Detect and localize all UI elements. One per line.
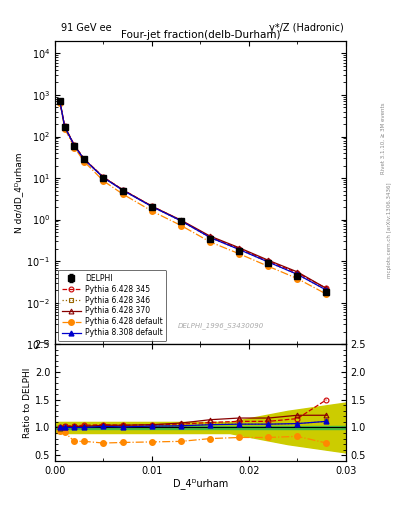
Pythia 6.428 default [266, 263, 271, 269]
Line: Pythia 6.428 370: Pythia 6.428 370 [57, 99, 329, 291]
Line: Pythia 6.428 default: Pythia 6.428 default [57, 100, 329, 297]
Pythia 6.428 346 [121, 187, 125, 193]
Pythia 6.428 345 [82, 156, 86, 162]
Pythia 6.428 345 [324, 285, 329, 291]
X-axis label: D_4ᴰurham: D_4ᴰurham [173, 478, 228, 489]
Pythia 8.308 default [72, 143, 77, 149]
Y-axis label: Ratio to DELPHI: Ratio to DELPHI [23, 367, 32, 438]
Pythia 6.428 346 [237, 246, 242, 252]
Pythia 6.428 346 [82, 156, 86, 162]
Line: Pythia 6.428 345: Pythia 6.428 345 [57, 98, 329, 291]
Text: mcplots.cern.ch [arXiv:1306.3436]: mcplots.cern.ch [arXiv:1306.3436] [387, 183, 391, 278]
Pythia 6.428 default [208, 239, 213, 245]
Pythia 6.428 default [121, 191, 125, 197]
Pythia 6.428 default [101, 178, 106, 184]
Pythia 8.308 default [101, 175, 106, 181]
Pythia 6.428 370 [179, 217, 184, 223]
Pythia 8.308 default [295, 271, 300, 278]
Pythia 6.428 345 [150, 203, 154, 209]
Pythia 6.428 default [324, 291, 329, 297]
Pythia 8.308 default [57, 98, 62, 104]
Pythia 6.428 345 [62, 123, 67, 130]
Pythia 8.308 default [266, 259, 271, 265]
Pythia 8.308 default [62, 124, 67, 130]
Pythia 6.428 346 [208, 234, 213, 241]
Pythia 6.428 345 [295, 270, 300, 276]
Pythia 6.428 default [82, 158, 86, 164]
Pythia 6.428 370 [295, 269, 300, 275]
Pythia 6.428 346 [101, 175, 106, 181]
Pythia 6.428 346 [62, 123, 67, 130]
Pythia 6.428 346 [57, 98, 62, 104]
Line: Pythia 6.428 346: Pythia 6.428 346 [57, 99, 329, 292]
Pythia 8.308 default [150, 204, 154, 210]
Pythia 8.308 default [179, 218, 184, 224]
Pythia 8.308 default [324, 287, 329, 293]
Pythia 6.428 345 [237, 246, 242, 252]
Pythia 8.308 default [82, 156, 86, 162]
Pythia 6.428 345 [266, 258, 271, 264]
Pythia 6.428 default [72, 144, 77, 151]
Pythia 6.428 370 [208, 233, 213, 239]
Pythia 6.428 346 [295, 271, 300, 278]
Pythia 6.428 370 [82, 156, 86, 162]
Pythia 6.428 370 [62, 124, 67, 130]
Text: Rivet 3.1.10, ≥ 3M events: Rivet 3.1.10, ≥ 3M events [381, 102, 386, 174]
Pythia 6.428 345 [121, 187, 125, 193]
Pythia 6.428 370 [72, 142, 77, 148]
Pythia 6.428 370 [121, 187, 125, 193]
Pythia 8.308 default [121, 187, 125, 194]
Pythia 6.428 default [150, 208, 154, 214]
Pythia 6.428 346 [179, 218, 184, 224]
Pythia 6.428 370 [266, 257, 271, 263]
Pythia 6.428 346 [72, 142, 77, 148]
Pythia 6.428 345 [57, 98, 62, 104]
Title: Four-jet fraction(delb-Durham): Four-jet fraction(delb-Durham) [121, 30, 280, 40]
Pythia 8.308 default [208, 234, 213, 241]
Y-axis label: N dσ/dD_4ᴰurham: N dσ/dD_4ᴰurham [15, 152, 24, 233]
Text: γ*/Z (Hadronic): γ*/Z (Hadronic) [269, 23, 344, 33]
Pythia 6.428 345 [72, 142, 77, 148]
Pythia 6.428 346 [324, 287, 329, 293]
Pythia 6.428 370 [324, 285, 329, 291]
Pythia 6.428 346 [150, 204, 154, 210]
Legend: DELPHI, Pythia 6.428 345, Pythia 6.428 346, Pythia 6.428 370, Pythia 6.428 defau: DELPHI, Pythia 6.428 345, Pythia 6.428 3… [58, 270, 166, 341]
Pythia 6.428 default [62, 125, 67, 132]
Pythia 8.308 default [237, 246, 242, 252]
Pythia 6.428 370 [237, 245, 242, 251]
Pythia 6.428 default [179, 222, 184, 228]
Pythia 6.428 370 [101, 174, 106, 180]
Pythia 6.428 default [295, 275, 300, 282]
Pythia 6.428 370 [150, 203, 154, 209]
Pythia 6.428 345 [179, 218, 184, 224]
Line: Pythia 8.308 default: Pythia 8.308 default [57, 99, 329, 292]
Pythia 6.428 345 [101, 174, 106, 180]
Pythia 6.428 default [237, 251, 242, 257]
Pythia 6.428 370 [57, 98, 62, 104]
Pythia 6.428 346 [266, 259, 271, 265]
Text: 91 GeV ee: 91 GeV ee [61, 23, 112, 33]
Pythia 6.428 345 [208, 234, 213, 240]
Text: DELPHI_1996_S3430090: DELPHI_1996_S3430090 [178, 322, 264, 329]
Pythia 6.428 default [57, 100, 62, 106]
